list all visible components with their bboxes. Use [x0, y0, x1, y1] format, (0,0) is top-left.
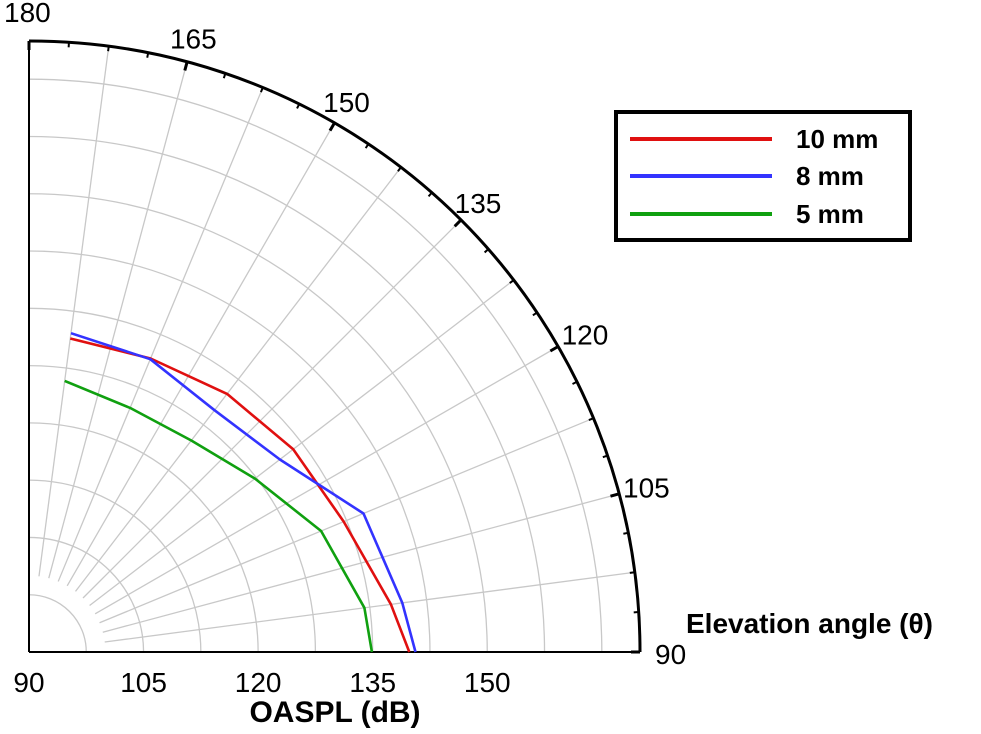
grid-layer: [28, 46, 635, 653]
angular-tick-mark: [572, 380, 578, 385]
angular-tick-mark: [259, 87, 264, 93]
angular-grid-spoke: [104, 571, 635, 643]
angular-grid-spoke: [82, 219, 462, 599]
angular-tick-label: 90: [655, 639, 686, 670]
radial-tick-label: 90: [13, 667, 44, 698]
angular-tick-label: 105: [623, 473, 670, 504]
angular-grid-spoke: [57, 87, 264, 582]
angular-tick-mark: [549, 345, 559, 353]
series-layer: [64, 331, 417, 653]
angular-tick-label: 120: [562, 320, 609, 351]
angular-tick-mark: [509, 279, 515, 284]
legend-label-8mm: 8 mm: [796, 161, 864, 191]
angular-axis-title: Elevation angle (θ): [686, 608, 933, 639]
angular-tick-mark: [296, 103, 301, 109]
angular-tick-mark: [610, 492, 620, 498]
angular-tick-label: 150: [323, 87, 370, 118]
radial-tick-label: 120: [235, 667, 282, 698]
radial-tick-label: 150: [464, 667, 511, 698]
angular-tick-mark: [107, 46, 110, 52]
legend-label-5mm: 5 mm: [796, 199, 864, 229]
angular-grid-spoke: [74, 166, 402, 592]
angular-tick-mark: [364, 143, 370, 149]
angular-tick-mark: [453, 218, 463, 228]
angular-tick-mark: [183, 61, 189, 71]
angular-tick-mark: [623, 531, 629, 535]
axis-layer: [27, 39, 642, 654]
angular-tick-mark: [629, 571, 635, 574]
angular-grid-spoke: [66, 122, 336, 587]
series-line-5mm: [64, 379, 374, 653]
angular-tick-mark: [532, 311, 538, 317]
series-line-8mm: [70, 331, 417, 653]
angular-grid-spoke: [89, 279, 515, 607]
angular-grid-spoke: [99, 417, 594, 624]
tick-label-layer: 90 105 120 135 150 90 105 120 135 150 165 180: [4, 0, 686, 698]
radial-axis-title: OASPL (dB): [249, 696, 420, 729]
angular-tick-mark: [328, 122, 336, 132]
angular-tick-mark: [588, 417, 594, 422]
angular-grid-spoke: [102, 493, 620, 633]
radial-tick-label: 135: [349, 667, 396, 698]
angular-tick-label: 135: [455, 188, 502, 219]
radial-tick-label: 105: [120, 667, 167, 698]
angular-grid-spoke: [38, 46, 110, 577]
angular-tick-mark: [146, 52, 150, 58]
angular-grid-spoke: [94, 345, 559, 615]
angular-tick-mark: [602, 454, 608, 459]
legend: 10 mm 8 mm 5 mm: [614, 110, 912, 242]
legend-label-10mm: 10 mm: [796, 124, 878, 154]
angular-tick-label: 180: [4, 0, 51, 28]
angular-tick-mark: [483, 248, 490, 254]
angular-tick-label: 165: [170, 24, 217, 55]
angular-tick-mark: [222, 73, 227, 79]
series-line-10mm: [69, 337, 411, 653]
radial-grid-arc: [28, 594, 87, 653]
angular-tick-mark: [427, 191, 433, 198]
angular-tick-mark: [397, 166, 402, 172]
angular-grid-spoke: [48, 61, 188, 579]
